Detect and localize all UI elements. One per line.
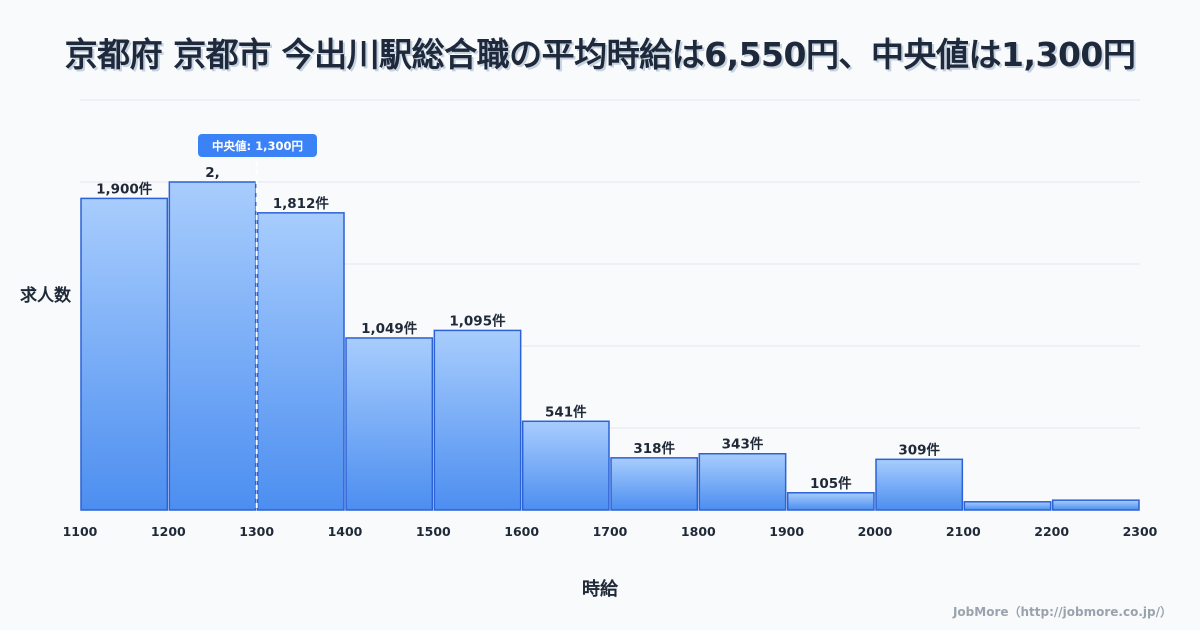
credit-text: JobMore（http://jobmore.co.jp/） (952, 605, 1172, 619)
x-tick-label: 1700 (593, 524, 628, 539)
histogram-bar (345, 337, 434, 511)
chart-title: 京都府 京都市 今出川駅総合職の平均時給は6,550円、中央値は1,300円 (64, 35, 1136, 74)
bar-value-label: 343件 (722, 436, 764, 453)
histogram-bar (698, 452, 787, 511)
x-tick-label: 1300 (239, 524, 274, 539)
median-label: 中央値: 1,300円 (212, 139, 303, 153)
histogram-bar (875, 458, 964, 511)
x-tick-label: 1200 (151, 524, 186, 539)
histogram-bar (168, 181, 257, 511)
x-ticks: 1100 1200 1300 1400 1500 1600 1700 1800 1900 2000… (63, 524, 1158, 539)
x-tick-label: 2100 (946, 524, 981, 539)
x-tick-label: 1900 (769, 524, 804, 539)
x-tick-label: 1400 (328, 524, 363, 539)
x-tick-label: 2200 (1034, 524, 1069, 539)
histogram-chart: 1,900件 2, 1,812件 1,049件 1,095件 541件 318件 343件 10… (63, 99, 1158, 539)
median-badge (198, 134, 317, 157)
x-tick-label: 1600 (504, 524, 539, 539)
bar-value-label: 1,049件 (361, 320, 418, 337)
bar-value-label: 2, (205, 165, 220, 181)
histogram-bar (963, 501, 1052, 511)
x-tick-label: 1100 (63, 524, 98, 539)
bar-value-label: 105件 (810, 475, 852, 492)
x-tick-label: 2000 (858, 524, 893, 539)
bar-value-label: 1,812件 (273, 195, 330, 212)
x-axis-label: 時給 (582, 579, 618, 600)
x-tick-label: 1500 (416, 524, 451, 539)
histogram-bar (786, 492, 875, 511)
bar-value-label: 1,095件 (449, 312, 506, 329)
bar-value-label: 318件 (633, 440, 675, 457)
y-axis-label: 求人数 (20, 286, 71, 306)
bar-value-label: 541件 (545, 403, 587, 420)
histogram-bar (80, 197, 169, 511)
histogram-bar (1051, 499, 1140, 511)
histogram-bar (521, 420, 610, 511)
x-tick-label: 2300 (1123, 524, 1158, 539)
x-tick-label: 1800 (681, 524, 716, 539)
histogram-bar (256, 212, 345, 511)
bar-value-label: 309件 (898, 441, 940, 458)
histogram-bar (610, 457, 699, 511)
bars: 1,900件 2, 1,812件 1,049件 1,095件 541件 318件 343件 10… (80, 165, 1140, 511)
median-marker: 中央値: 1,300円 (198, 134, 317, 510)
histogram-bar (433, 329, 522, 511)
bar-value-label: 1,900件 (96, 180, 153, 197)
